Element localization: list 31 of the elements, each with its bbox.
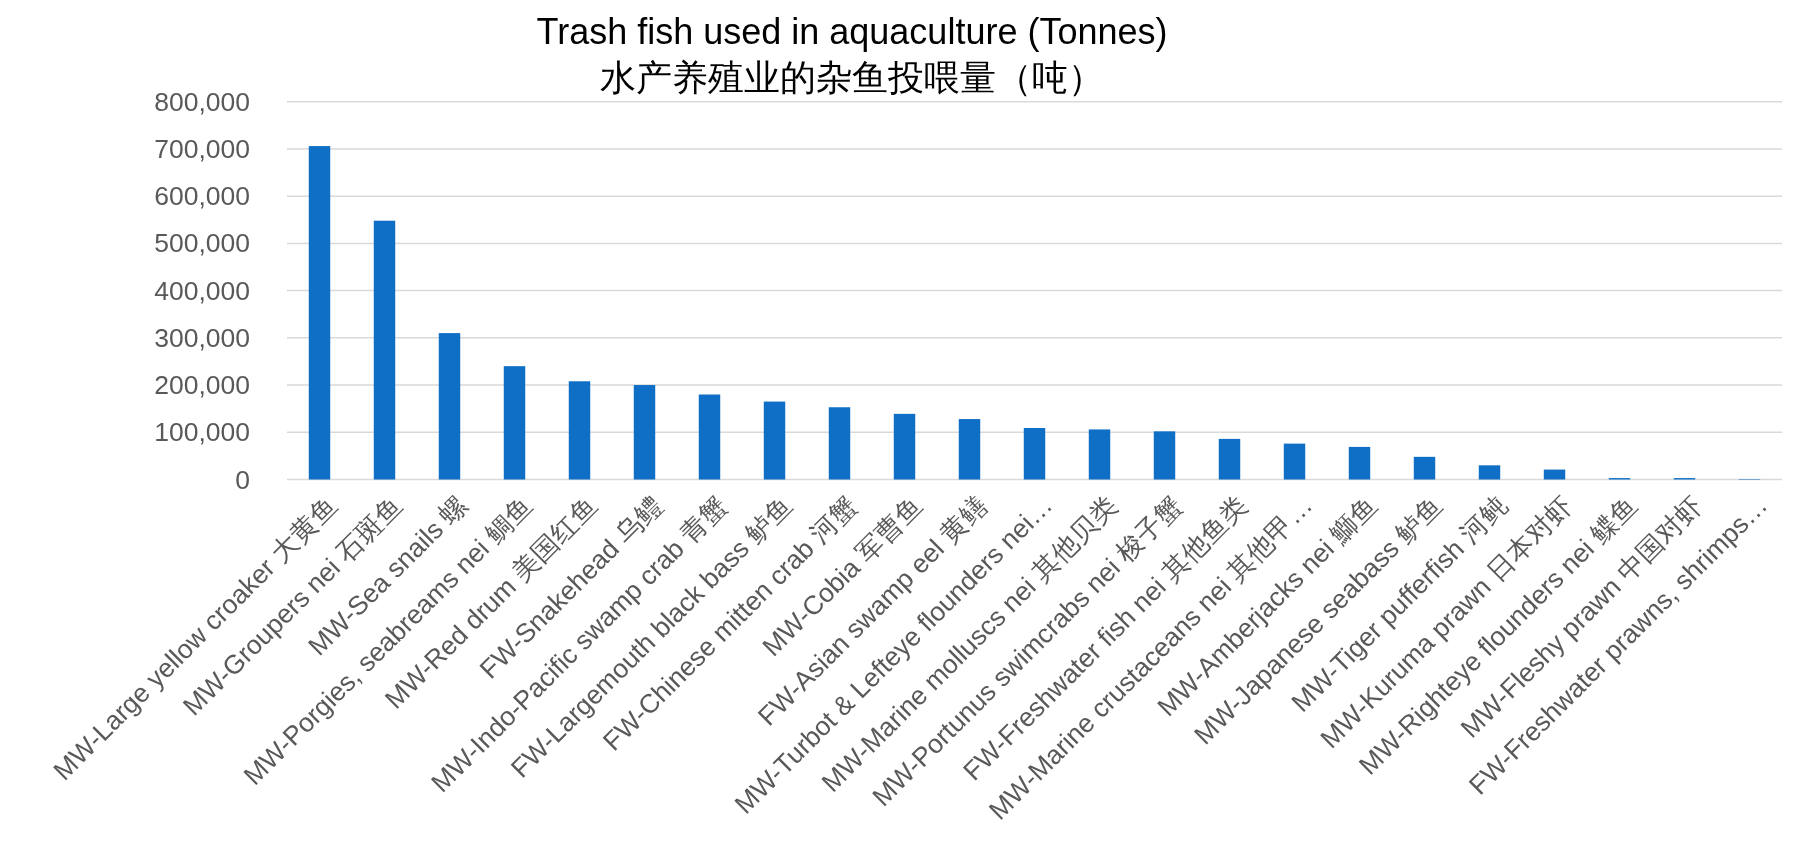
bar — [633, 385, 656, 480]
y-tick-label: 500,000 — [154, 228, 250, 259]
y-tick-label: 700,000 — [154, 133, 250, 164]
chart-subtitle: 水产养殖业的杂鱼投喂量（吨） — [600, 57, 1104, 98]
y-tick-label: 100,000 — [154, 417, 250, 448]
y-tick-label: 300,000 — [154, 322, 250, 353]
bar — [893, 413, 916, 480]
bar — [828, 407, 851, 480]
bar — [1543, 469, 1566, 480]
bar — [1413, 456, 1436, 480]
y-tick-label: 400,000 — [154, 275, 250, 306]
y-tick-label: 800,000 — [154, 86, 250, 117]
chart-title: Trash fish used in aquaculture (Tonnes) — [536, 11, 1168, 52]
bar — [1283, 443, 1306, 480]
y-tick-label: 0 — [235, 464, 250, 495]
bar — [503, 366, 526, 480]
bar — [438, 333, 461, 480]
bar — [958, 419, 981, 480]
bar — [373, 220, 396, 480]
bar — [1218, 438, 1241, 480]
bar — [1023, 428, 1046, 480]
y-tick-label: 200,000 — [154, 370, 250, 401]
bar — [568, 381, 591, 480]
bar — [1478, 465, 1501, 480]
bar — [1348, 446, 1371, 480]
y-tick-label: 600,000 — [154, 181, 250, 212]
bar — [1088, 429, 1111, 480]
bar — [1153, 431, 1176, 480]
bar — [698, 394, 721, 480]
bar — [763, 401, 786, 480]
bar — [308, 146, 331, 480]
